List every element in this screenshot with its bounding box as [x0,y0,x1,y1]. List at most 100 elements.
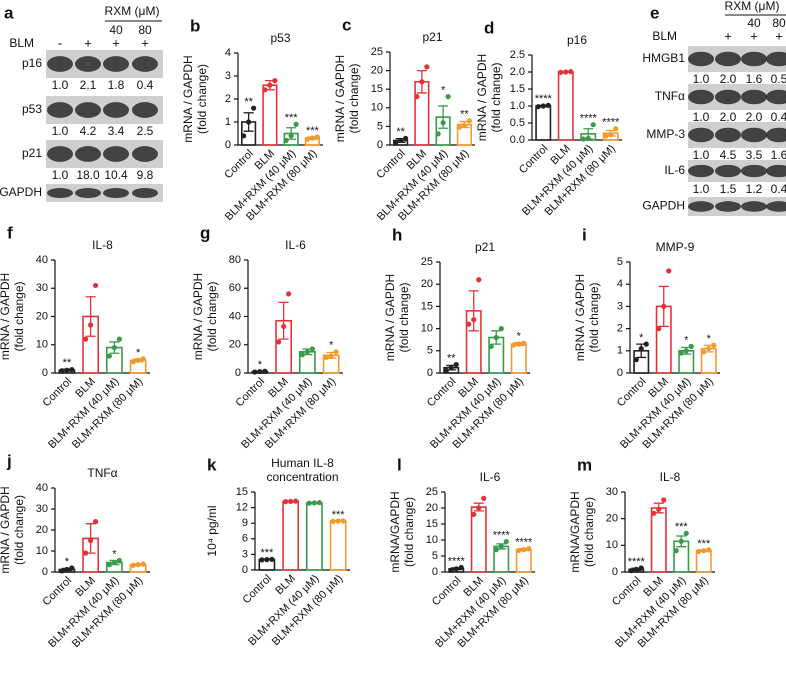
y-axis-label: (fold change) [347,63,361,133]
y-tick-label: 25 [426,486,438,498]
bar [282,500,300,571]
data-point [448,567,454,573]
data-point [558,69,564,75]
data-point [633,357,639,363]
data-point [64,367,70,373]
quantification: 1.0 [52,78,69,92]
y-axis-label: mRNA / GAPDH [383,274,397,361]
header: RXM (μM) [725,0,780,13]
y-tick-label: 0 [242,564,248,576]
data-point [453,566,459,572]
band [103,56,129,72]
bar [329,520,347,571]
y-tick-label: 3 [225,70,231,82]
error-bar [85,296,96,337]
data-point [521,547,527,553]
concentration: 40 [109,23,123,37]
y-axis-label: (fold change) [582,497,596,567]
data-point [246,119,252,125]
data-point [453,361,459,368]
quantification: 1.8 [108,78,125,92]
band [766,89,786,105]
data-point [257,368,263,375]
panel-letter: h [392,225,402,244]
y-axis-label: mRNA / GAPDH [0,486,12,573]
y-tick-label: 1.0 [510,100,525,112]
quantification: 2.0 [720,110,737,124]
data-point [535,104,541,110]
data-point [466,118,472,124]
data-point [458,564,464,571]
data-point [633,566,639,572]
band [132,187,158,199]
y-axis-label: 10⁴ pg/ml [205,505,219,556]
y-tick-label: 3 [242,548,248,560]
data-point [476,277,482,283]
data-point [93,519,99,525]
treatment-label: BLM [652,29,677,43]
x-tick-label: Control [40,376,74,410]
significance: **** [602,117,620,129]
band [47,102,73,118]
treatment: + [750,28,758,43]
data-point [286,291,292,297]
y-tick-label: 80 [229,254,241,266]
concentration: 40 [747,16,761,30]
bar [557,71,574,141]
data-point [448,365,454,371]
panel-letter: i [582,225,587,244]
quantification: 1.0 [52,168,69,182]
y-tick-label: 15 [371,83,383,95]
data-point [419,79,425,85]
data-point [440,120,446,126]
data-point [688,343,694,349]
bar [650,507,667,573]
panel-letter: m [577,455,592,474]
y-tick-label: 2 [225,93,231,105]
data-point [603,133,609,139]
quantification: 0.4 [137,78,154,92]
band [715,127,741,143]
y-tick-label: 0 [225,139,231,151]
data-point [424,64,430,70]
data-point [568,69,574,75]
y-tick-label: 2.0 [510,66,525,78]
data-point [456,124,462,130]
band [741,89,767,105]
data-point [328,353,334,359]
band [688,127,714,143]
y-tick-label: 0.0 [510,134,525,146]
significance: ** [244,96,253,108]
x-tick-label: Control [240,573,274,607]
data-point [476,505,482,511]
chart-title: p21 [475,240,495,254]
y-tick-label: 20 [229,339,241,351]
data-point [283,137,289,143]
data-point [466,321,472,327]
data-point [398,137,404,144]
data-point [293,121,299,127]
quantification: 4.2 [80,124,97,138]
data-point [272,78,278,84]
y-tick-label: 40 [36,254,48,266]
data-point [293,498,299,504]
quantification: 1.6 [771,148,786,162]
data-point [706,345,712,352]
y-tick-label: 0 [235,367,241,379]
x-tick-label: Control [517,143,551,177]
y-tick-label: 60 [229,282,241,294]
data-point [673,548,679,554]
band [741,127,767,143]
significance: **** [493,530,511,542]
band [132,146,158,162]
significance: *** [285,112,299,124]
data-point [140,356,146,362]
data-point [306,500,312,506]
y-axis-label: (fold change) [12,281,26,351]
panel-letter: a [4,3,14,22]
row-label: HMGB1 [642,51,685,65]
row-label: p21 [22,146,42,160]
band [688,201,714,212]
quantification: 3.4 [108,124,125,138]
